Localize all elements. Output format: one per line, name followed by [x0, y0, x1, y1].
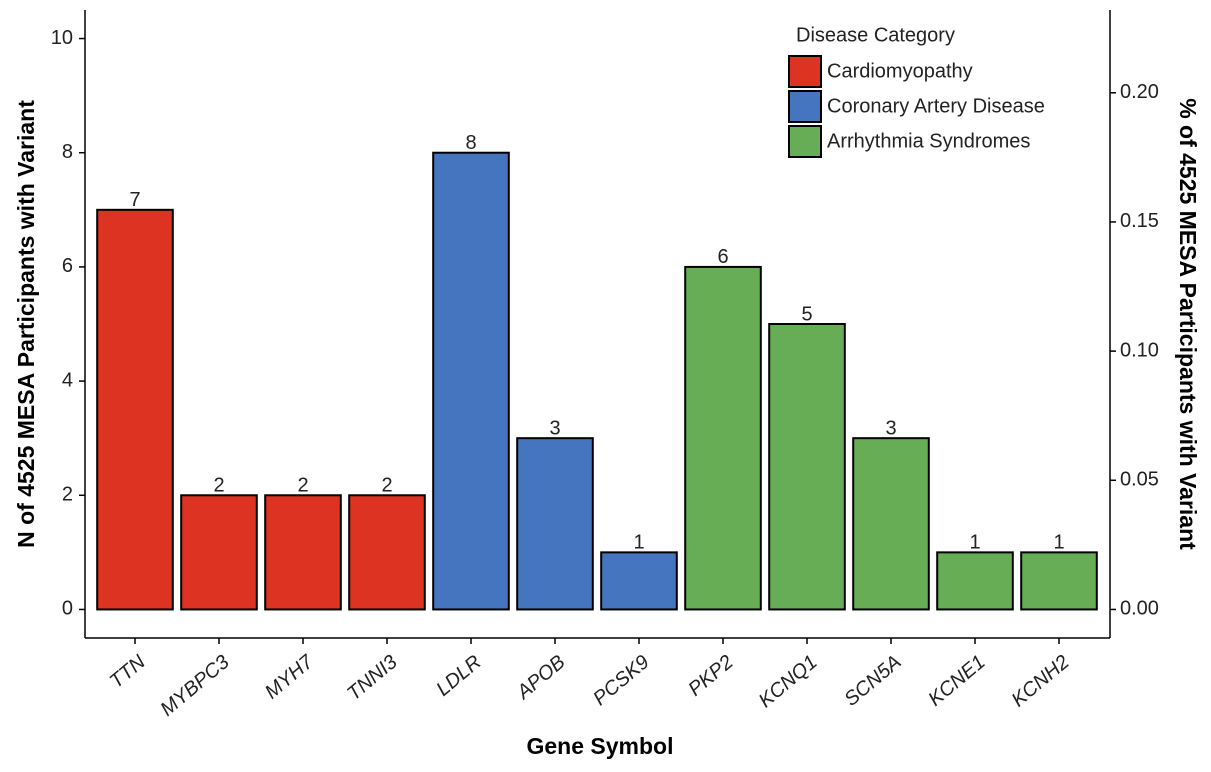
bar — [684, 265, 762, 611]
bar — [432, 151, 510, 611]
y-tick-label: 0 — [62, 598, 73, 620]
legend-label: Cardiomyopathy — [827, 60, 973, 82]
data-label: 2 — [297, 475, 308, 497]
x-tick-label: APOB — [512, 651, 569, 704]
y-tick-label: 2 — [62, 484, 73, 506]
data-label: 1 — [969, 532, 980, 554]
legend-swatch — [788, 55, 822, 88]
x-tick-label: LDLR — [432, 651, 485, 701]
legend-label: Coronary Artery Disease — [827, 95, 1045, 117]
y2-tick-label: 0.05 — [1120, 469, 1159, 491]
data-label: 6 — [717, 246, 728, 268]
bar — [768, 323, 846, 611]
data-label: 8 — [465, 132, 476, 154]
y-axis-title: N of 4525 MESA Participants with Variant — [13, 100, 39, 548]
y-tick-label: 4 — [62, 369, 73, 391]
y2-tick-label: 0.15 — [1120, 210, 1159, 232]
y-tick-label: 8 — [62, 141, 73, 163]
legend-title: Disease Category — [796, 24, 955, 46]
data-label: 1 — [633, 532, 644, 554]
bar — [348, 494, 426, 611]
x-axis-title: Gene Symbol — [527, 733, 674, 759]
y-tick-label: 6 — [62, 255, 73, 277]
x-tick-label: SCN5A — [840, 651, 905, 711]
bar — [936, 551, 1014, 611]
data-label: 3 — [549, 417, 560, 439]
bar — [852, 437, 930, 611]
y2-axis-title: % of 4525 MESA Participants with Variant — [1175, 98, 1201, 550]
y2-tick-label: 0.10 — [1120, 339, 1159, 361]
data-label: 2 — [381, 475, 392, 497]
data-label: 2 — [213, 475, 224, 497]
bar — [180, 494, 258, 611]
y-tick-label: 10 — [51, 27, 73, 49]
x-tick-label: TNNI3 — [343, 651, 401, 705]
x-tick-label: TTN — [106, 651, 150, 693]
data-label: 3 — [885, 417, 896, 439]
legend-label: Arrhythmia Syndromes — [827, 130, 1030, 152]
data-label: 5 — [801, 303, 812, 325]
x-tick-label: KCNH2 — [1008, 651, 1074, 711]
data-label: 1 — [1053, 532, 1064, 554]
bar — [264, 494, 342, 611]
x-tick-label: PKP2 — [684, 651, 737, 701]
x-tick-label: MYH7 — [261, 650, 318, 703]
bar — [516, 437, 594, 611]
x-tick-label: KCNQ1 — [755, 651, 822, 712]
bar — [1020, 551, 1098, 611]
legend-swatch — [788, 90, 822, 123]
legend-swatch — [788, 125, 822, 158]
data-label: 7 — [129, 189, 140, 211]
x-tick-label: KCNE1 — [924, 651, 989, 711]
bar — [96, 208, 174, 611]
y2-tick-label: 0.20 — [1120, 81, 1159, 103]
bar — [600, 551, 678, 611]
y2-tick-label: 0.00 — [1120, 598, 1159, 620]
x-tick-label: PCSK9 — [589, 651, 653, 710]
x-tick-label: MYBPC3 — [156, 651, 233, 721]
